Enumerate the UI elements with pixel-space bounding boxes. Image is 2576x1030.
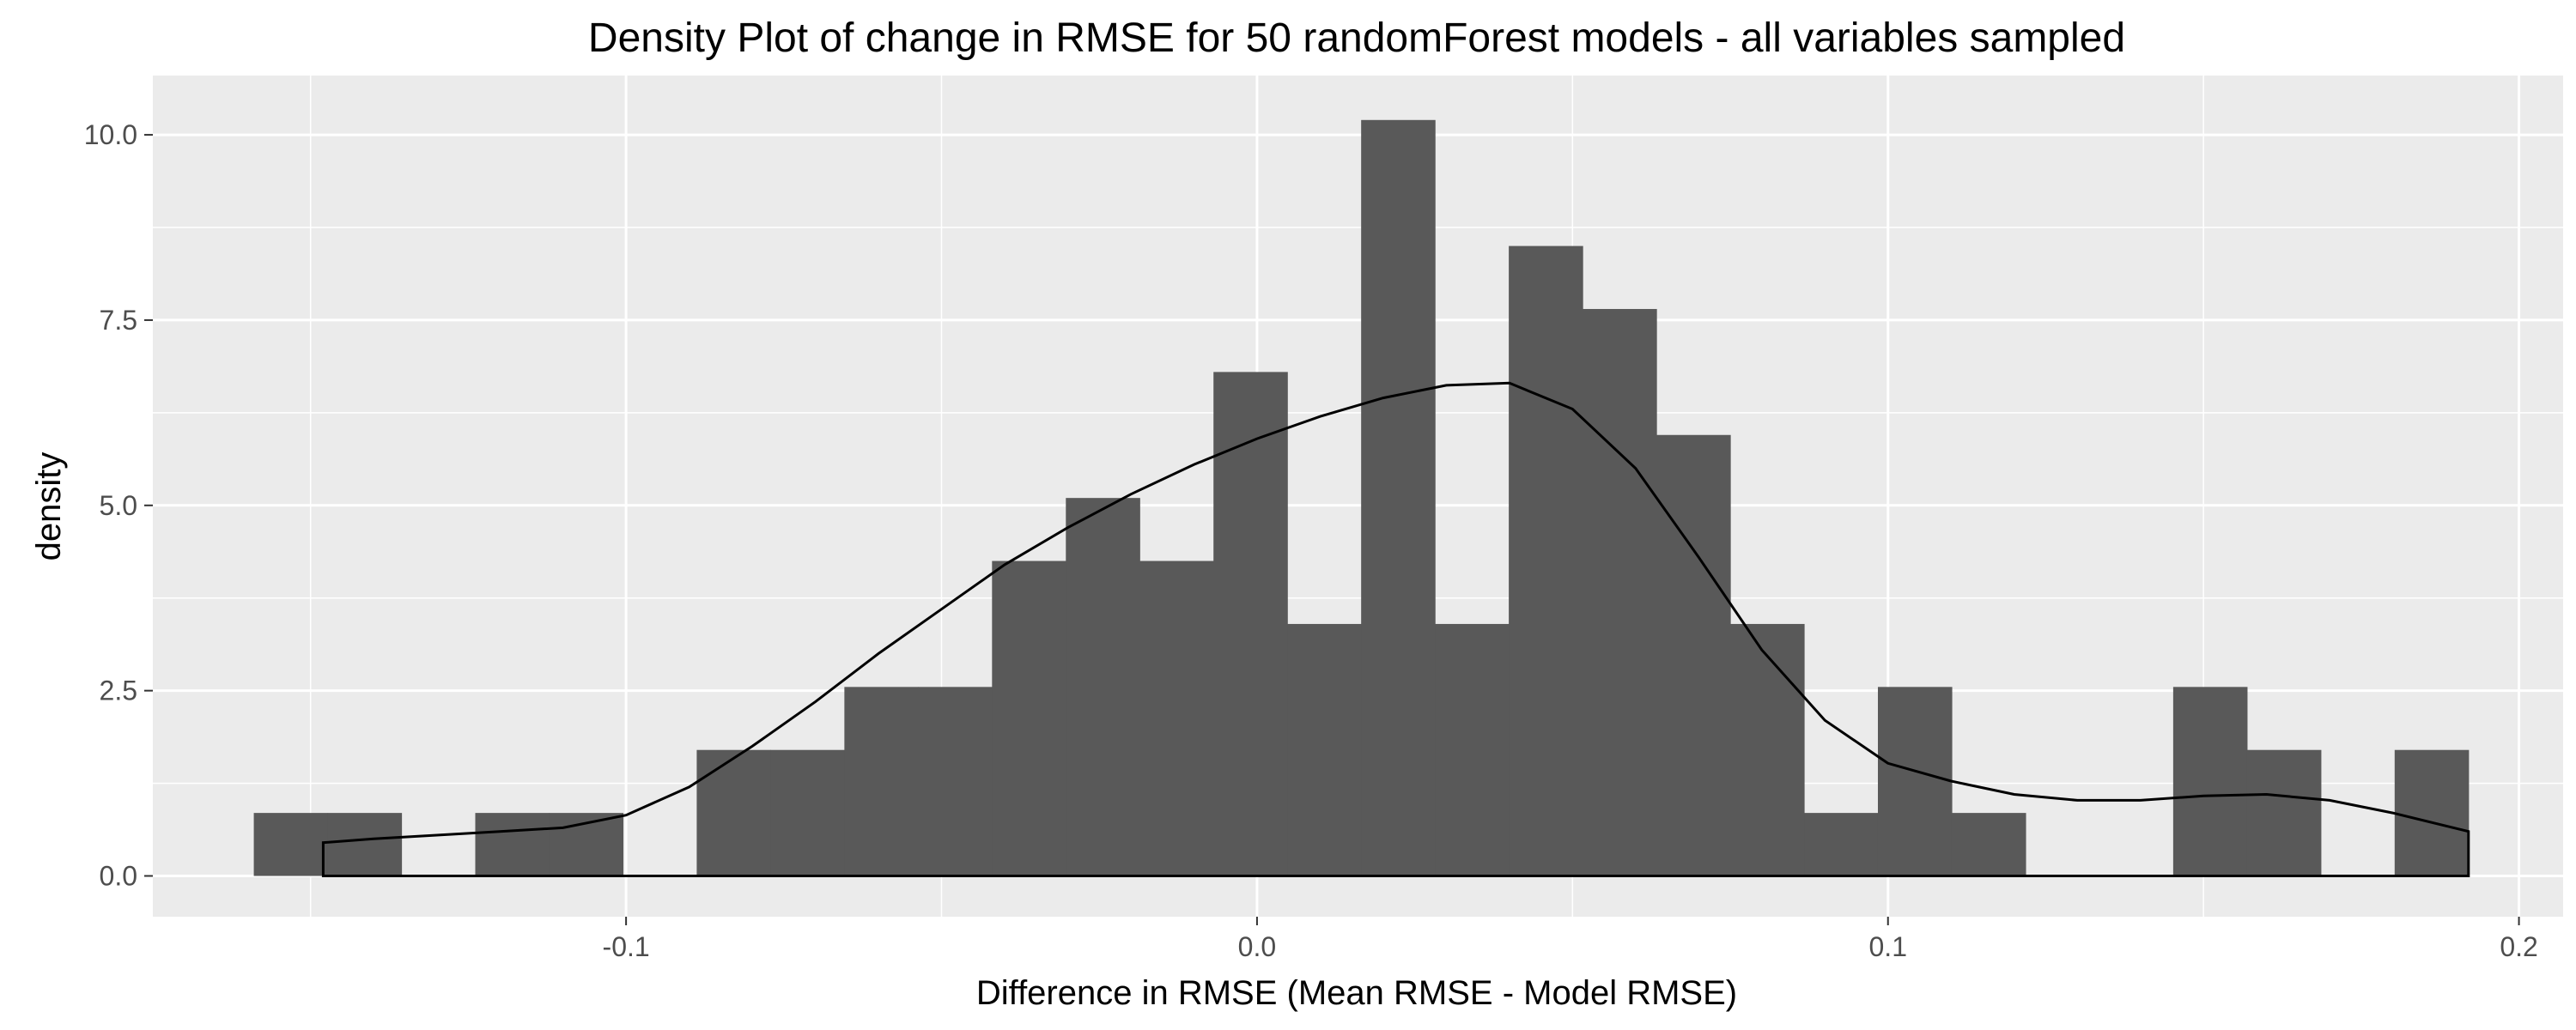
y-tick-label: 2.5 [100,676,137,706]
histogram-bar [1583,308,1657,876]
histogram-bar [1804,813,1879,876]
histogram-bar [1361,119,1436,876]
y-axis-label: density [30,452,68,561]
histogram-bar [918,687,993,876]
histogram-bar [2394,749,2470,876]
histogram-bar [2246,749,2322,876]
histogram-bar [1877,687,1953,876]
y-tick-label: 10.0 [84,119,137,150]
y-axis-ticks: 0.0 2.5 5.0 7.5 10.0 [84,119,153,892]
y-tick-label: 5.0 [100,490,137,521]
histogram-bar [844,687,919,876]
histogram-bar [1287,623,1362,876]
histogram-bar [992,560,1066,876]
x-tick-label: 0.0 [1238,931,1276,962]
x-tick-label: 0.2 [2500,931,2537,962]
y-tick-label: 0.0 [100,861,137,892]
histogram-bar [253,813,329,876]
histogram-bar [1139,560,1214,876]
y-tick-label: 7.5 [100,305,137,336]
density-curve [321,381,2470,877]
histogram-bar [1730,623,1805,876]
x-axis-ticks: -0.1 0.0 0.1 0.2 [603,917,2538,962]
x-tick-label: -0.1 [603,931,650,962]
histogram-bar [1066,498,1140,876]
histogram-bar [475,813,550,876]
histogram-bar [1435,623,1510,876]
histogram-bar [770,749,845,876]
histogram-bar [1509,245,1583,876]
histogram-bar [327,813,403,876]
histogram-bar [2172,687,2248,876]
histogram-bar [1951,813,2026,876]
histogram-bar [1213,372,1288,876]
histogram-bar [696,749,771,876]
chart-title: Density Plot of change in RMSE for 50 ra… [588,15,2125,61]
x-tick-label: 0.1 [1869,931,1907,962]
histogram-bars [253,119,2470,876]
histogram-bar [1656,434,1731,876]
x-axis-label: Difference in RMSE (Mean RMSE - Model RM… [976,974,1737,1012]
